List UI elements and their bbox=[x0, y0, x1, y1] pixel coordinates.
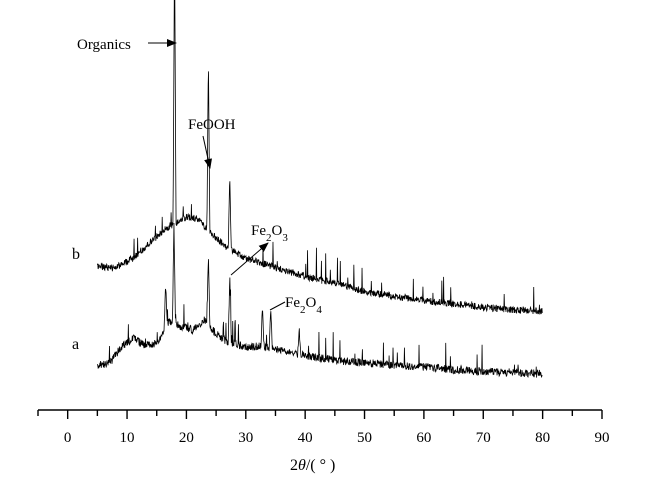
x-tick-label: 0 bbox=[64, 430, 72, 446]
annotation-fe2o3: Fe2O3 bbox=[251, 223, 288, 244]
x-tick-label: 80 bbox=[535, 430, 550, 446]
x-tick-label: 50 bbox=[357, 430, 372, 446]
x-axis-label: 2θ/(°) bbox=[290, 457, 335, 474]
series-line-b bbox=[96, 0, 543, 315]
annotation-feooh-arrow bbox=[202, 135, 212, 169]
series-labels: b a bbox=[72, 246, 80, 353]
annotation-organics: Organics bbox=[77, 37, 131, 53]
x-ticks: 0 10 20 30 40 50 60 70 80 90 bbox=[37, 410, 610, 446]
annotation-feooh: FeOOH bbox=[188, 117, 236, 133]
series-layer bbox=[96, 0, 543, 378]
x-tick-label: 90 bbox=[595, 430, 610, 446]
annotations: Organics FeOOH Fe2O3 Fe2O4 bbox=[77, 37, 322, 316]
x-tick-label: 20 bbox=[179, 430, 194, 446]
series-line-a bbox=[96, 222, 543, 378]
x-tick-label: 10 bbox=[120, 430, 135, 446]
annotation-fe2o4: Fe2O4 bbox=[285, 295, 322, 316]
annotation-fe2o3-arrow bbox=[230, 242, 269, 276]
series-label-b: b bbox=[72, 246, 80, 263]
annotation-fe2o4-arrow bbox=[269, 301, 286, 311]
x-tick-label: 70 bbox=[476, 430, 491, 446]
x-tick-label: 40 bbox=[298, 430, 313, 446]
series-label-a: a bbox=[72, 336, 79, 353]
x-tick-label: 60 bbox=[416, 430, 431, 446]
x-tick-label: 30 bbox=[238, 430, 253, 446]
